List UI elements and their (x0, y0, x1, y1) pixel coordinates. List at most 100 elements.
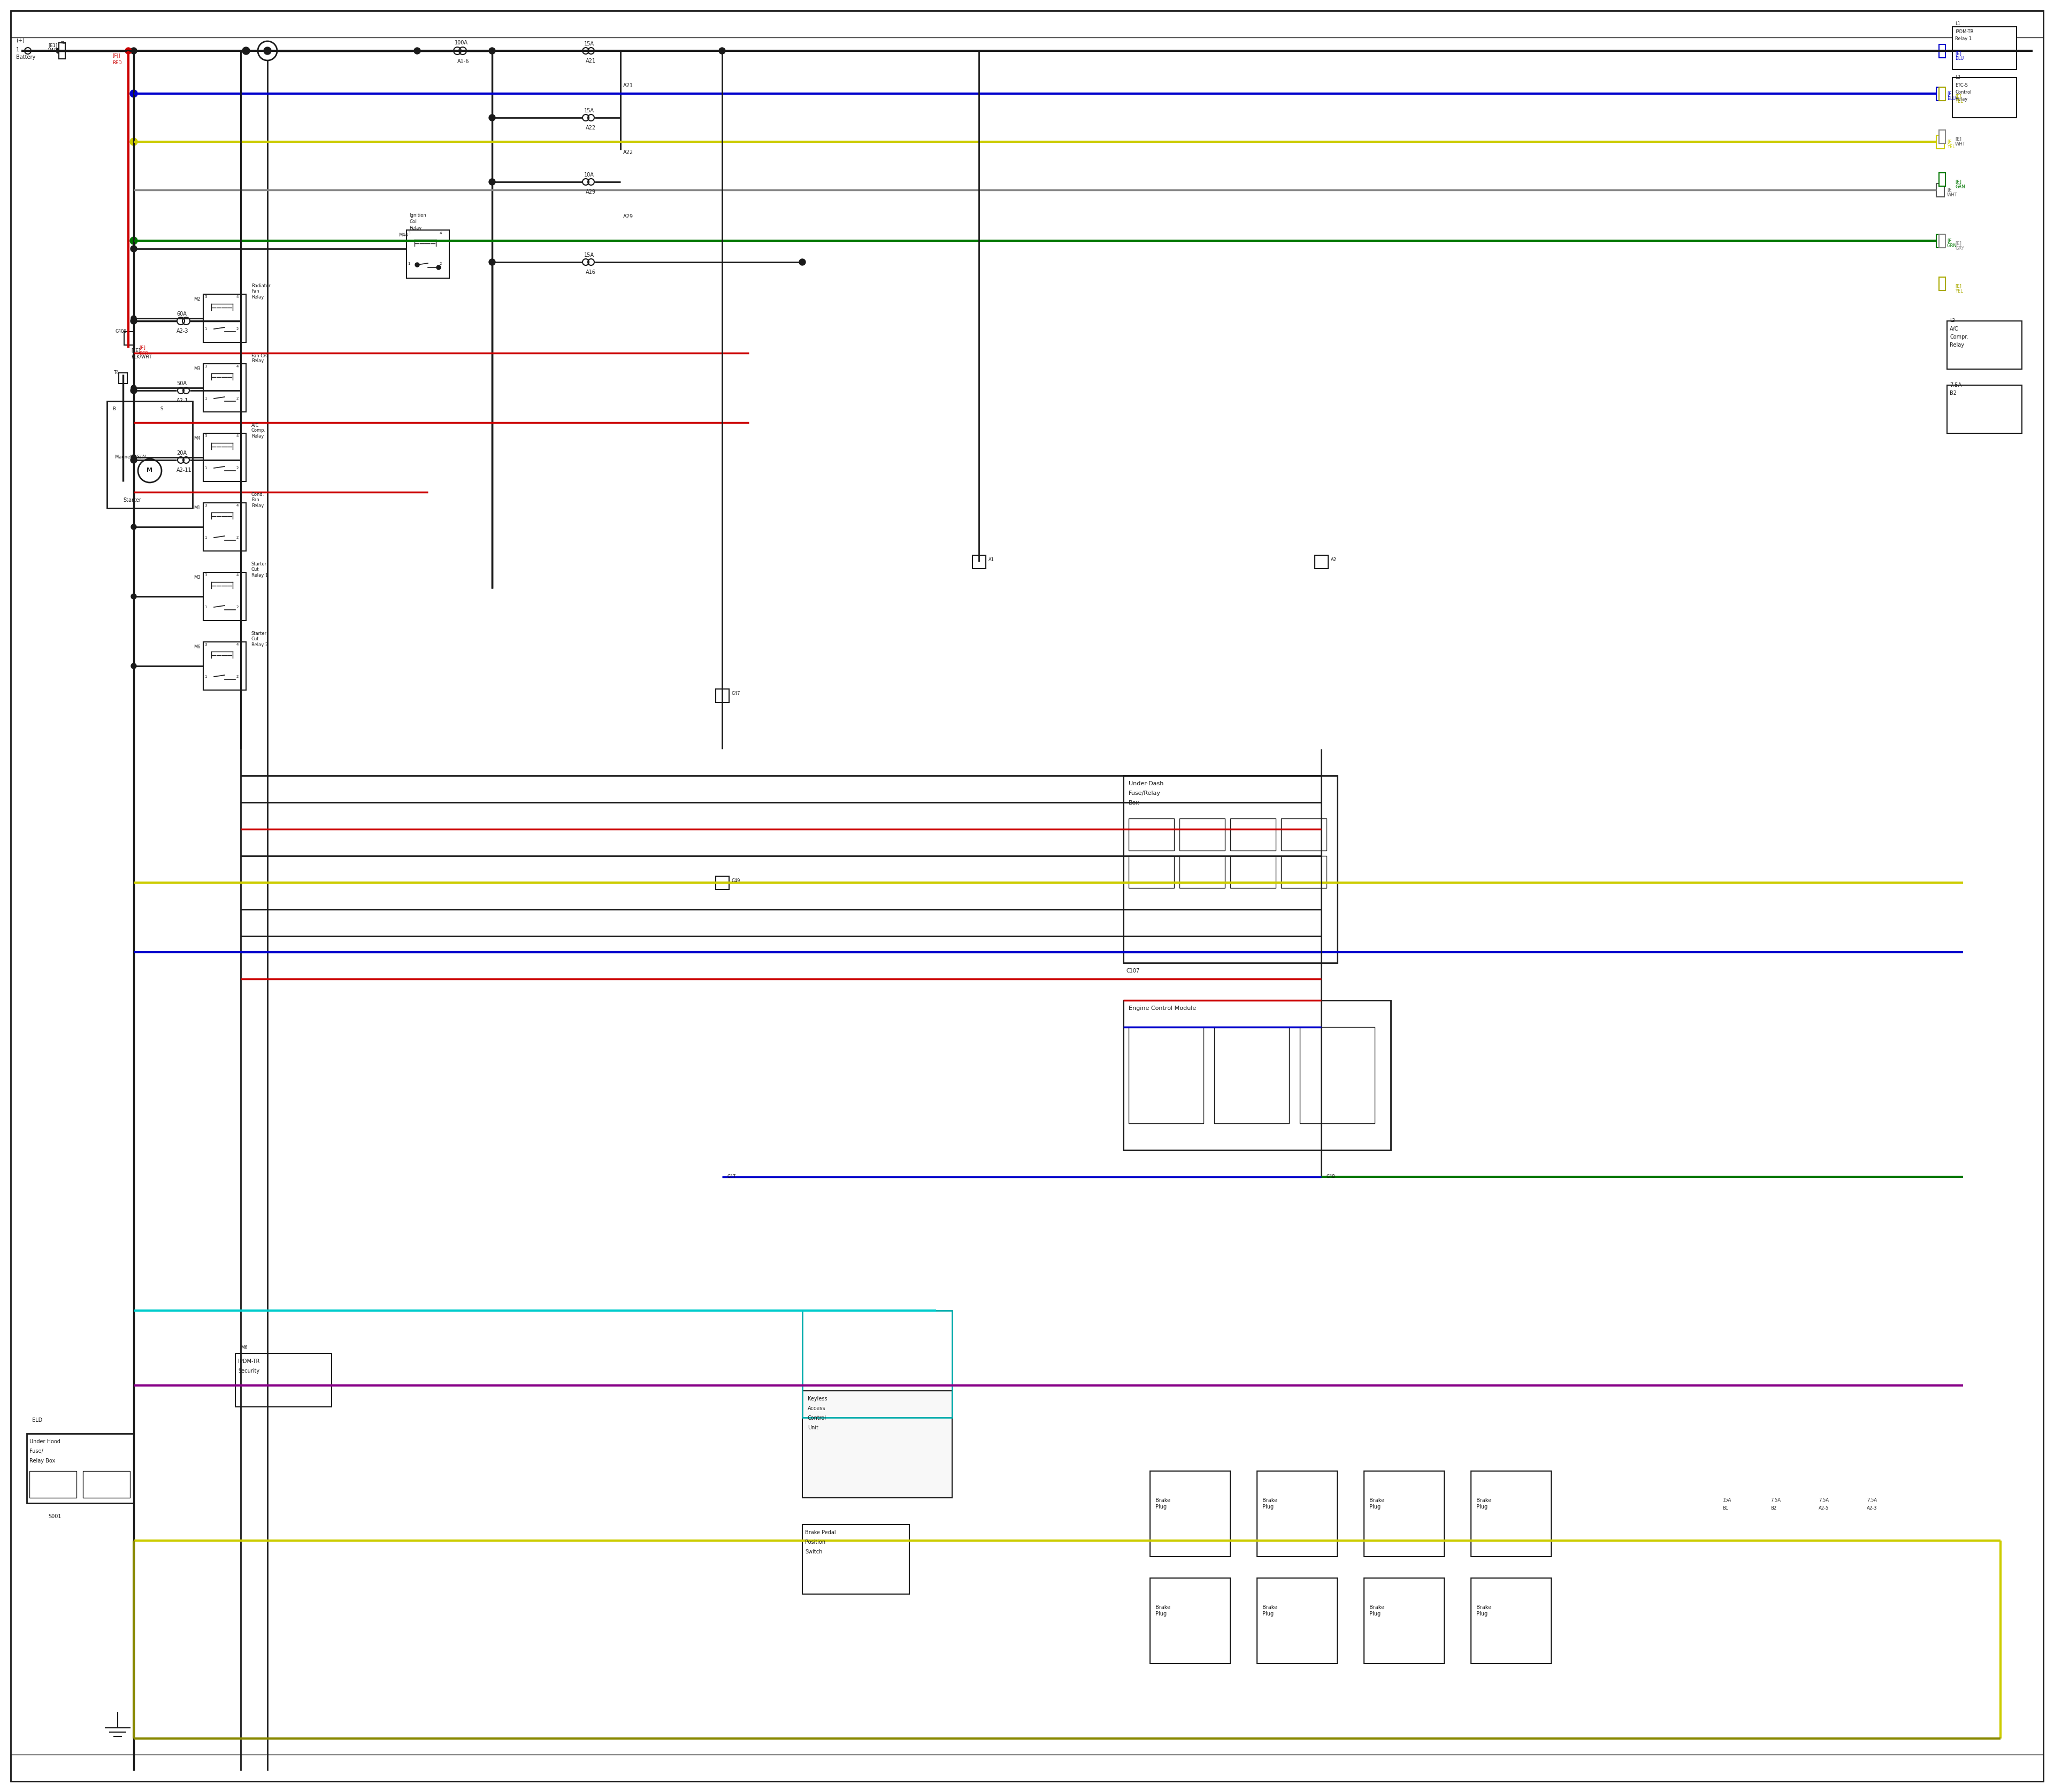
Bar (1939, 45, 1945, 57)
Text: Control: Control (1955, 90, 1972, 95)
Bar (203, 294, 246, 342)
Text: Brake
Plug: Brake Plug (1263, 1498, 1278, 1509)
Text: Relay: Relay (1949, 342, 1964, 348)
Text: 2: 2 (236, 606, 238, 609)
Text: 7.5A: 7.5A (1949, 382, 1962, 387)
Bar (1128, 819, 1175, 851)
Bar (1939, 88, 1945, 100)
Circle shape (131, 663, 136, 668)
Text: 4: 4 (236, 366, 238, 367)
Bar (1128, 1027, 1204, 1124)
Text: Position: Position (805, 1539, 826, 1545)
Text: Brake Pedal: Brake Pedal (805, 1530, 836, 1536)
Circle shape (131, 457, 138, 464)
Text: A2-3: A2-3 (177, 328, 189, 333)
Text: A1-6: A1-6 (458, 59, 468, 65)
Circle shape (131, 385, 136, 391)
Text: Control: Control (807, 1416, 826, 1421)
Text: 4: 4 (236, 504, 238, 507)
Bar (972, 556, 986, 568)
Text: M2: M2 (193, 297, 201, 301)
Text: [E]
GRN: [E] GRN (1955, 179, 1966, 190)
Text: Brake
Plug: Brake Plug (1477, 1498, 1491, 1509)
Bar (1230, 819, 1276, 851)
Text: Security: Security (238, 1369, 259, 1374)
Text: 7.5A: 7.5A (1867, 1498, 1877, 1503)
Text: M: M (146, 468, 152, 473)
Circle shape (489, 115, 495, 120)
Text: Engine Control Module: Engine Control Module (1128, 1005, 1195, 1011)
Circle shape (415, 48, 421, 54)
Text: Brake
Plug: Brake Plug (1263, 1606, 1278, 1616)
Bar (1315, 556, 1329, 568)
Bar (1471, 1471, 1551, 1557)
Text: A1: A1 (988, 557, 994, 563)
Text: [EE]: [EE] (131, 348, 140, 353)
Text: [E
BLU: [E BLU (1947, 91, 1955, 102)
Text: [E]: [E] (140, 346, 146, 349)
Bar (1179, 819, 1224, 851)
Text: [E
YEL: [E YEL (1947, 140, 1955, 149)
Text: C47: C47 (731, 692, 741, 695)
Text: S: S (160, 407, 162, 412)
Bar (1257, 1471, 1337, 1557)
Text: A2-11: A2-11 (177, 468, 191, 473)
Text: BLK/WHT: BLK/WHT (131, 355, 152, 360)
Circle shape (129, 237, 138, 244)
Text: L1: L1 (1955, 22, 1960, 27)
Text: 1: 1 (407, 262, 411, 265)
Text: 3: 3 (407, 231, 411, 235)
Text: 7.5A: 7.5A (1771, 1498, 1781, 1503)
Text: M3: M3 (193, 366, 201, 371)
Text: 10A: 10A (583, 172, 594, 177)
Text: Battery: Battery (16, 54, 35, 59)
Circle shape (435, 265, 442, 269)
Circle shape (489, 258, 495, 265)
Text: Magnetic S/W: Magnetic S/W (115, 455, 146, 459)
Text: M4: M4 (193, 435, 201, 441)
Text: Under-Dash: Under-Dash (1128, 781, 1165, 787)
Text: Relay Box: Relay Box (29, 1459, 55, 1464)
Text: ELD: ELD (33, 1417, 43, 1423)
Bar (10, 1754, 2044, 1781)
Bar (203, 364, 246, 412)
Text: Brake
Plug: Brake Plug (1154, 1498, 1171, 1509)
Text: Access: Access (807, 1405, 826, 1410)
Text: IPDM-TR: IPDM-TR (1955, 29, 1974, 34)
Text: 1: 1 (203, 676, 207, 679)
Bar (1257, 1579, 1337, 1663)
Bar (1471, 1579, 1551, 1663)
Bar (10, 11, 2044, 38)
Bar (60, 43, 66, 59)
Text: Switch: Switch (805, 1548, 822, 1554)
Bar (236, 1353, 331, 1407)
Bar (1230, 857, 1276, 889)
Text: 2: 2 (236, 466, 238, 470)
Text: 3: 3 (203, 643, 207, 647)
Bar (407, 229, 450, 278)
Text: IPDM-TR: IPDM-TR (238, 1358, 259, 1364)
Text: A22: A22 (622, 151, 633, 156)
Text: ETC-S: ETC-S (1955, 82, 1968, 88)
Bar (1364, 1471, 1444, 1557)
Circle shape (799, 258, 805, 265)
Text: A2: A2 (1331, 557, 1337, 563)
Text: 4: 4 (236, 296, 238, 299)
Text: [E]
WHT: [E] WHT (1955, 136, 1966, 147)
Circle shape (489, 48, 495, 54)
Text: Relay 1: Relay 1 (1955, 36, 1972, 41)
Text: [E]
YEL: [E] YEL (1955, 283, 1964, 294)
Circle shape (131, 315, 136, 321)
Circle shape (131, 48, 138, 54)
Circle shape (489, 179, 495, 185)
Text: 3: 3 (203, 434, 207, 437)
Text: C408: C408 (115, 330, 127, 333)
Circle shape (125, 48, 131, 54)
Text: A22: A22 (585, 125, 596, 131)
Circle shape (131, 317, 138, 324)
Text: Box: Box (1128, 801, 1140, 806)
Text: T1: T1 (60, 41, 66, 45)
Text: Fan C/C
Relay: Fan C/C Relay (251, 353, 269, 364)
Text: A21: A21 (622, 82, 633, 88)
Text: 2: 2 (236, 536, 238, 539)
